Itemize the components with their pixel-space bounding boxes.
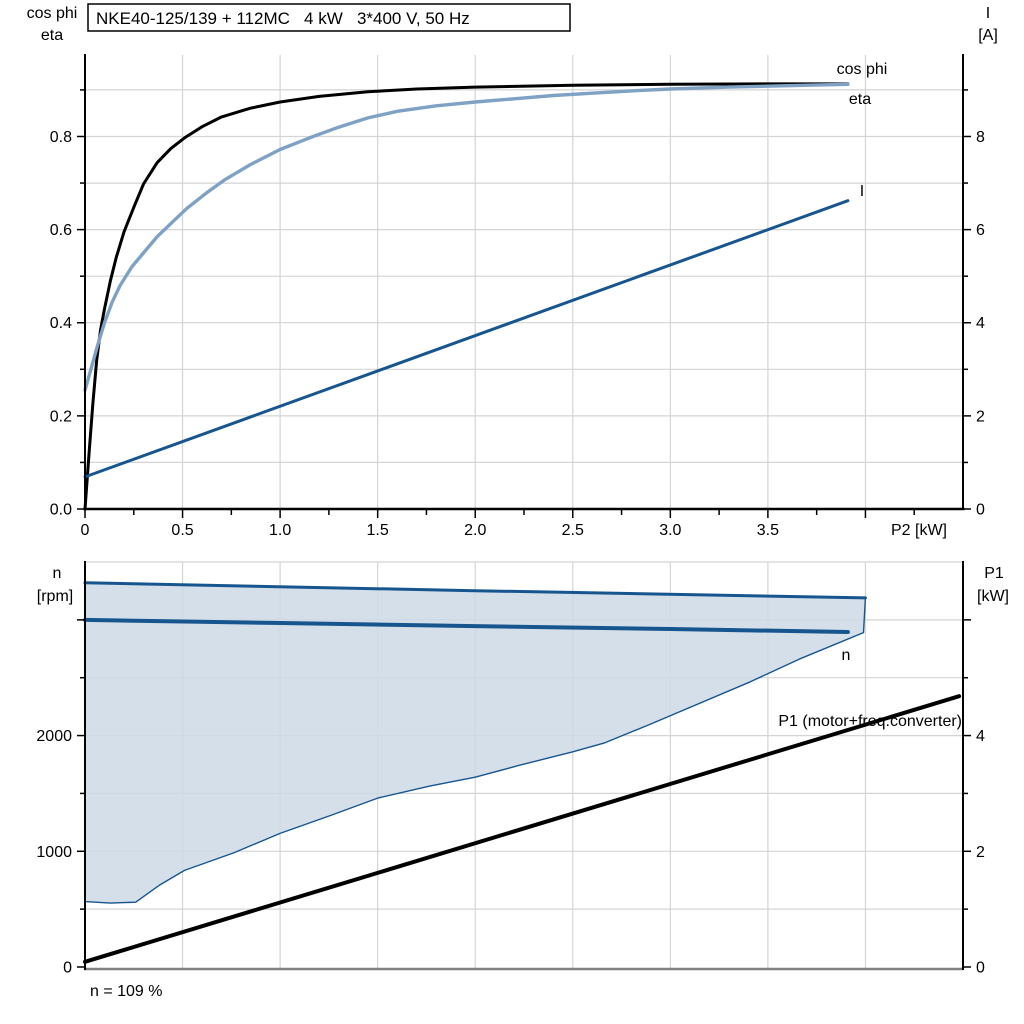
bottom-right-axis-header-line1: P1 <box>984 565 1004 582</box>
tick-label: 1.0 <box>269 522 291 539</box>
tick-label: 4 <box>976 315 985 332</box>
tick-label: 1000 <box>36 844 72 861</box>
top-chart: 0.0 0.2 0.4 0.6 0.8 0 2 4 6 8 0 0.5 1.0 1.5 2.0 2.5 3.0 3… <box>50 54 985 539</box>
bottom-left-axis-header-line2: [rpm] <box>37 588 73 605</box>
tick-label: 0.2 <box>50 408 72 425</box>
series-i <box>83 199 850 479</box>
bottom-left-axis-header-line1: n <box>53 565 62 582</box>
x-axis-label: P2 [kW] <box>891 522 947 539</box>
top-left-axis-header-line1: cos phi <box>27 5 78 22</box>
tick-label: 2000 <box>36 728 72 745</box>
speed-percentage-note: n = 109 % <box>90 983 163 1000</box>
curve-label-I-label: I <box>860 183 864 200</box>
tick-label: 3.5 <box>757 522 779 539</box>
curve-label-cos-phi-label: cos phi <box>837 61 888 78</box>
tick-label: 0.6 <box>50 222 72 239</box>
tick-label: 8 <box>976 129 985 146</box>
tick-label: 0.8 <box>50 129 72 146</box>
tick-label: 2.0 <box>464 522 486 539</box>
series-p1-motor-freq-converter <box>83 694 962 964</box>
top-left-axis-header-line2: eta <box>41 27 63 44</box>
chart-title: NKE40-125/139 + 112MC 4 kW 3*400 V, 50 H… <box>96 9 470 28</box>
tick-label: 0 <box>976 960 985 977</box>
bottom-right-axis-header-line2: [kW] <box>977 588 1009 605</box>
bottom-chart: 0 1000 2000 0 2 4 n P1 (motor+freq.converter) <box>36 561 985 977</box>
tick-label: 3.0 <box>659 522 681 539</box>
tick-label: 1.5 <box>367 522 389 539</box>
tick-label: 2.5 <box>562 522 584 539</box>
series-n <box>83 617 850 634</box>
tick-label: 0.0 <box>50 502 72 519</box>
title-box <box>87 3 571 32</box>
top-right-axis-header-line2: [A] <box>978 27 998 44</box>
tick-label: 0 <box>81 522 90 539</box>
tick-label: 0 <box>63 960 72 977</box>
top-right-axis-header-line1: I <box>986 5 990 22</box>
tick-label: 2 <box>976 408 985 425</box>
curve-label-eta-label: eta <box>849 91 871 108</box>
curve-label-P1-label: P1 (motor+freq.converter) <box>778 713 962 730</box>
series-n-max <box>83 581 867 600</box>
tick-label: 0.4 <box>50 315 72 332</box>
tick-label: 4 <box>976 728 985 745</box>
series-cos-phi <box>83 82 850 392</box>
tick-label: 6 <box>976 222 985 239</box>
curve-label-n-label: n <box>842 647 851 664</box>
tick-label: 2 <box>976 844 985 861</box>
series-eta <box>83 82 850 511</box>
tick-label: 0.5 <box>171 522 193 539</box>
tick-label: 0 <box>976 502 985 519</box>
